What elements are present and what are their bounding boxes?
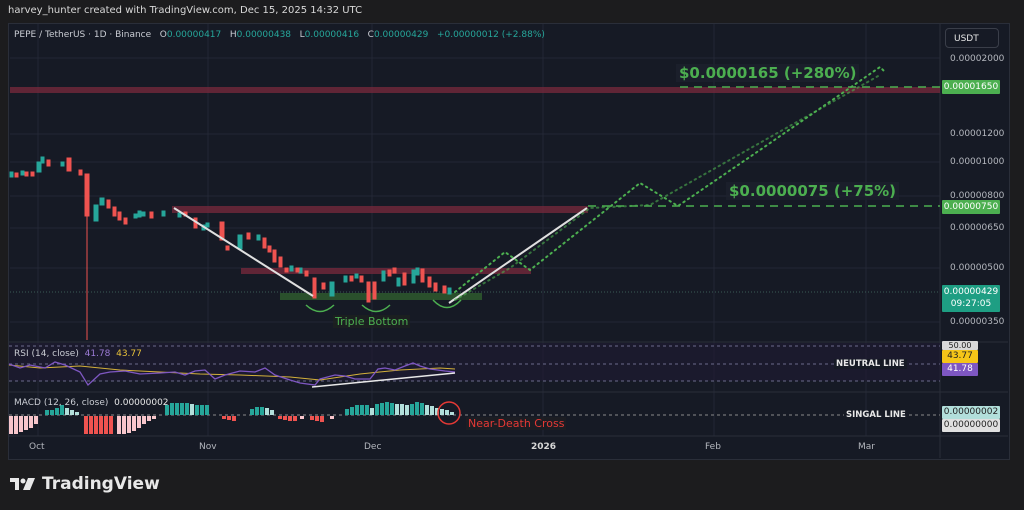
rsi-level-tag: 50.00 [942,341,978,350]
rsi-value-tag: 41.78 [942,363,978,376]
near-death-cross-label: Near-Death Cross [466,417,567,430]
resistance-zone-mid [172,206,588,213]
rsi-ma-value: 43.77 [116,349,142,359]
breakout-line[interactable] [448,207,588,304]
macd-legend[interactable]: MACD (12, 26, close) 0.00000002 [14,398,169,408]
price-axis-label: 0.00000500 [950,263,1005,273]
time-axis-label: 2026 [531,442,557,452]
rsi-legend[interactable]: RSI (14, close) 41.78 43.77 [14,349,142,359]
macd-value: 0.00000002 [114,398,169,408]
price-axis-label: 0.00001000 [950,157,1005,167]
price-axis-label: 0.00002000 [950,54,1005,64]
target-low-price-tag: 0.00000750 [942,200,1000,214]
attribution-text: harvey_hunter created with TradingView.c… [8,5,363,16]
price-axis-label: 0.00000350 [950,317,1005,327]
projection-path [454,65,886,293]
rsi-ma-tag: 43.77 [942,350,978,363]
resistance-zone-high [10,87,940,93]
downtrend-line[interactable] [173,207,314,297]
macd-value-tag: 0.00000002 [942,406,1000,419]
support-zone [280,293,482,300]
rsi-ma-line [8,364,456,381]
macd-histogram [9,402,454,434]
time-axis-label: Dec [364,442,382,452]
target-low-label: $0.0000075 (+75%) [726,182,900,200]
tradingview-logo[interactable]: TradingView [10,474,160,494]
triple-bottom-arcs [305,299,462,313]
price-axis-label: 0.00001200 [950,129,1005,139]
symbol-name[interactable]: PEPE / TetherUS · 1D · Binance [14,30,152,40]
bar-countdown: 09:27:05 [950,299,992,309]
target-high-price-tag: 0.00001650 [942,80,1000,94]
current-price-tag: 0.00000429 09:27:05 [942,285,1000,312]
time-axis-label: Mar [858,442,875,452]
price-axis-label: 0.00000650 [950,223,1005,233]
tradingview-logo-icon [10,478,35,490]
rsi-value: 41.78 [84,349,111,359]
rsi-divergence-line [311,372,456,388]
symbol-legend[interactable]: PEPE / TetherUS · 1D · Binance O0.000004… [14,30,545,40]
neutral-line-label: NEUTRAL LINE [834,359,907,369]
change-value: +0.00000012 (+2.88%) [436,30,545,40]
currency-button[interactable]: USDT [945,28,999,48]
candles [9,156,452,340]
triple-bottom-label: Triple Bottom [333,315,411,328]
low-value: 0.00000416 [304,30,360,40]
high-value: 0.00000438 [236,30,292,40]
close-value: 0.00000429 [373,30,429,40]
near-death-cross-circle [437,401,461,425]
tradingview-logo-text: TradingView [42,474,160,494]
target-high-label: $0.0000165 (+280%) [676,64,860,82]
open-value: 0.00000417 [166,30,222,40]
rsi-line [8,361,456,387]
signal-line-label: SINGAL LINE [844,410,908,420]
time-axis-label: Feb [705,442,721,452]
time-axis-label: Nov [199,442,217,452]
macd-zero-tag: 0.00000000 [942,419,1000,432]
time-axis-label: Oct [29,442,45,452]
price-axis-label: 0.00000800 [950,191,1005,201]
resistance-zone-low [241,268,531,274]
